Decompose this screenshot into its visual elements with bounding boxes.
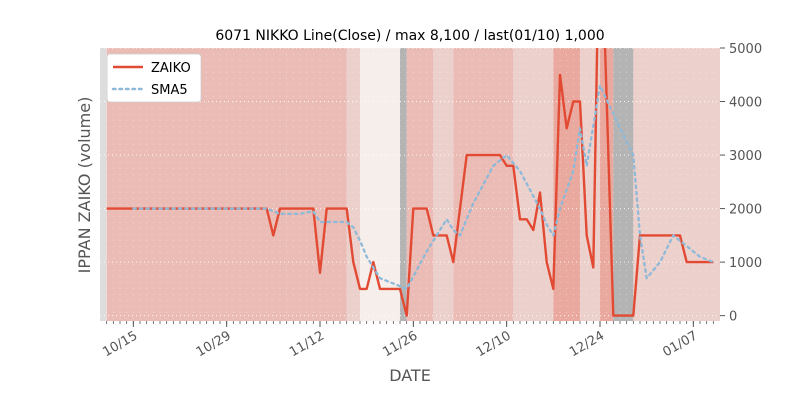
sma5-line bbox=[132, 84, 715, 291]
y-tick-label: 5000 bbox=[729, 42, 762, 57]
series-lines bbox=[106, 48, 715, 317]
shade-band bbox=[513, 48, 554, 321]
shade-band bbox=[513, 48, 554, 321]
shade-band bbox=[286, 48, 347, 321]
shade-band bbox=[433, 48, 454, 321]
legend-zaiko-label: ZAIKO bbox=[151, 61, 191, 76]
shade-band bbox=[380, 48, 400, 321]
shade-band bbox=[633, 48, 720, 321]
shade-band bbox=[600, 48, 614, 321]
shade-band bbox=[286, 48, 347, 321]
legend-sma5-label: SMA5 bbox=[151, 83, 188, 98]
legend: ZAIKO SMA5 bbox=[106, 53, 202, 103]
y-tick-label: 4000 bbox=[729, 96, 762, 111]
shade-band bbox=[553, 48, 580, 321]
shade-band bbox=[380, 48, 400, 321]
shade-band bbox=[400, 48, 407, 321]
shade-band bbox=[613, 48, 634, 321]
x-axis-label: DATE bbox=[389, 366, 431, 385]
shade-band bbox=[553, 48, 580, 321]
y-tick-label: 0 bbox=[729, 310, 737, 325]
y-tick-label: 1000 bbox=[729, 256, 762, 271]
shade-band bbox=[633, 48, 720, 321]
y-axis-ticks: 0 1000 2000 3000 4000 5000 bbox=[720, 42, 762, 325]
y-tick-label: 3000 bbox=[729, 149, 762, 164]
zaiko-line bbox=[106, 48, 714, 317]
shade-band bbox=[100, 48, 106, 321]
y-tick-label: 2000 bbox=[729, 203, 762, 218]
shade-band bbox=[600, 48, 614, 321]
shade-band bbox=[406, 48, 434, 321]
shade-band bbox=[346, 48, 360, 321]
shade-band bbox=[346, 48, 360, 321]
y-axis-label: IPPAN ZAIKO (volume) bbox=[75, 97, 94, 274]
shade-band bbox=[406, 48, 434, 321]
shade-band bbox=[433, 48, 454, 321]
chart-title: 6071 NIKKO Line(Close) / max 8,100 / las… bbox=[215, 28, 604, 44]
